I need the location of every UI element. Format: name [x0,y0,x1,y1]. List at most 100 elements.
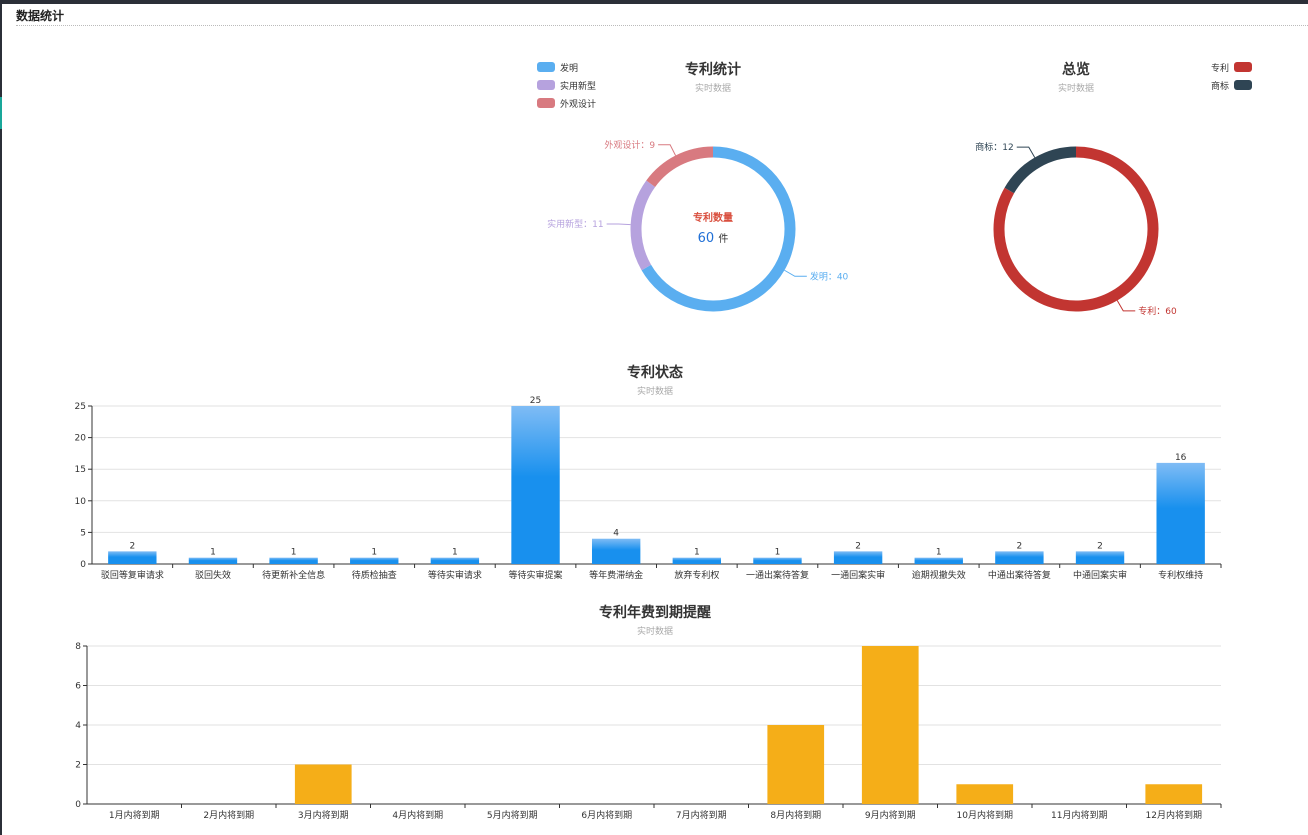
x-tick-label: 等年费滞纳金 [589,569,643,581]
x-tick-label: 待质检抽查 [352,569,397,581]
data-label: 1 [452,548,458,558]
x-tick-label: 专利权维持 [1158,569,1203,581]
x-tick-label: 6月内将到期 [581,809,632,821]
pie-slice [641,146,796,312]
data-label: 16 [1175,453,1187,463]
x-tick-label: 9月内将到期 [865,809,916,821]
bar [269,557,318,564]
bar [1075,551,1125,564]
left-window-edge [0,4,2,835]
x-tick-label: 1月内将到期 [109,809,160,821]
slice-leader-line [784,269,807,277]
y-tick-label: 15 [75,465,86,475]
x-tick-label: 驳回等复审请求 [101,569,164,581]
legend-swatch [1234,80,1252,90]
x-tick-label: 等待实审提案 [509,569,563,581]
bar [188,557,238,564]
x-tick-label: 12月内将到期 [1146,809,1202,821]
legend-swatch [537,98,555,108]
y-tick-label: 20 [75,434,87,444]
slice-leader-line [1016,146,1036,158]
slice-leader-line [1116,300,1136,312]
slice-label: 专利：60 [1138,305,1177,317]
legend-swatch [1234,62,1252,72]
legend-label: 商标 [1211,80,1229,92]
x-tick-label: 5月内将到期 [487,809,538,821]
data-label: 1 [694,548,700,558]
slice-leader-line [606,223,631,226]
pie-slice [993,146,1159,312]
x-tick-label: 7月内将到期 [676,809,727,821]
x-tick-label: 一通出案待答复 [746,569,809,581]
data-label: 1 [936,548,942,558]
data-label: 2 [1097,541,1103,551]
data-label: 2 [855,541,861,551]
legend-label: 实用新型 [560,80,596,92]
bar [914,557,963,564]
data-label: 2 [129,541,135,551]
bar [430,557,480,564]
bar [861,646,919,804]
x-tick-label: 中通回案实审 [1073,569,1127,581]
chart-subtitle: 实时数据 [1058,82,1094,94]
data-label: 1 [775,548,781,558]
x-tick-label: 11月内将到期 [1051,809,1107,821]
chart-title: 专利状态 [627,364,683,381]
bar [591,538,641,564]
y-tick-label: 10 [75,497,87,507]
x-tick-label: 8月内将到期 [770,809,821,821]
data-label: 1 [371,548,377,558]
center-value-unit: 件 [718,233,728,245]
x-tick-label: 逾期视撤失效 [912,569,966,581]
legend-swatch [537,62,555,72]
chart-subtitle: 实时数据 [637,625,673,637]
x-tick-label: 驳回失效 [195,569,231,581]
page-title: 数据统计 [16,9,65,23]
bar [294,764,352,804]
data-label: 1 [210,548,216,558]
bar [833,551,883,564]
x-tick-label: 等待实审请求 [428,569,482,581]
slice-label: 实用新型：11 [547,218,603,230]
bar [1145,784,1203,804]
y-tick-label: 6 [75,682,81,692]
x-tick-label: 10月内将到期 [957,809,1013,821]
x-tick-label: 一通回案实审 [831,569,885,581]
bar [1156,462,1205,564]
slice-label: 商标：12 [975,141,1013,153]
bar [995,551,1044,564]
x-tick-label: 放弃专利权 [674,569,719,581]
x-tick-label: 4月内将到期 [392,809,443,821]
bar [672,557,722,564]
x-tick-label: 中通出案待答复 [988,569,1051,581]
data-label: 2 [1017,541,1023,551]
left-active-marker [0,97,2,129]
data-label: 25 [530,396,541,406]
data-label: 1 [291,548,297,558]
chart-title: 专利年费到期提醒 [599,604,711,621]
y-tick-label: 25 [75,402,86,412]
pie-slice [646,146,714,188]
pie-slice [630,180,656,271]
slice-label: 外观设计：9 [604,139,655,151]
top-window-bar [0,0,1308,4]
slice-label: 发明：40 [810,270,849,282]
bar [753,557,802,564]
legend-label: 外观设计 [560,98,596,110]
y-tick-label: 5 [80,528,86,538]
bar [108,551,157,564]
x-tick-label: 待更新补全信息 [262,569,325,581]
legend-label: 发明 [560,62,578,74]
y-tick-label: 0 [80,560,86,570]
bar [956,784,1014,804]
data-label: 4 [613,529,619,539]
center-value: 60 件 [698,231,729,246]
chart-title: 专利统计 [685,61,741,78]
title-divider [16,25,1308,26]
center-value-number: 60 [698,231,719,246]
